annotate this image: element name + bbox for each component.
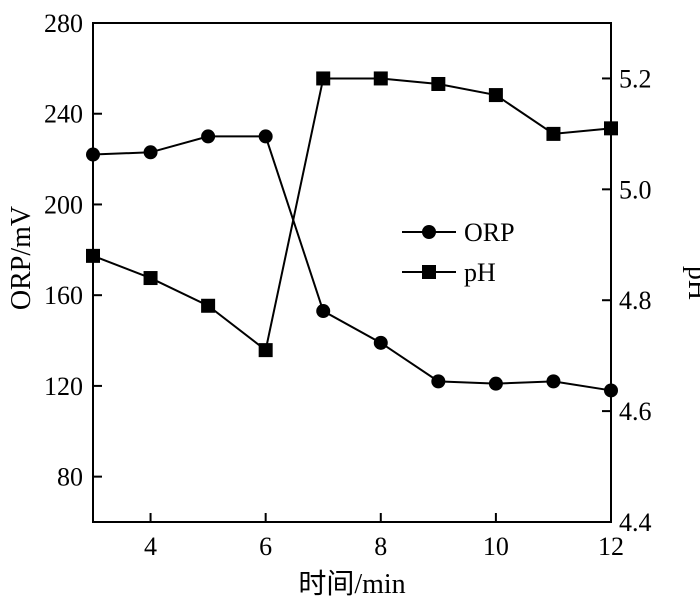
data-point-orp bbox=[488, 376, 503, 391]
legend: ORP pH bbox=[402, 218, 515, 287]
right-y-axis: 4.4 4.6 4.8 5.0 5.2 bbox=[602, 64, 652, 537]
data-point-orp bbox=[316, 304, 331, 319]
data-point-ph bbox=[86, 248, 100, 263]
left-y-tick-label: 240 bbox=[44, 100, 83, 129]
left-y-tick-label: 80 bbox=[57, 463, 83, 492]
left-y-tick-label: 120 bbox=[44, 372, 83, 401]
x-tick-label: 8 bbox=[374, 532, 387, 561]
right-y-tick-label: 4.4 bbox=[619, 508, 652, 537]
data-point-orp bbox=[201, 129, 216, 144]
left-y-tick-label: 280 bbox=[44, 9, 83, 38]
right-y-tick-label: 4.8 bbox=[619, 286, 652, 315]
right-y-tick-label: 5.0 bbox=[619, 175, 652, 204]
legend-marker-orp bbox=[422, 225, 436, 239]
data-point-orp bbox=[431, 374, 446, 389]
series-line-ph bbox=[92, 77, 612, 352]
data-point-orp bbox=[604, 383, 618, 398]
right-y-axis-title: pH bbox=[682, 266, 700, 300]
right-y-tick-label: 4.6 bbox=[619, 397, 652, 426]
data-point-ph bbox=[431, 76, 446, 91]
x-tick-label: 10 bbox=[483, 532, 509, 561]
left-y-tick-label: 160 bbox=[44, 281, 83, 310]
right-y-tick-label: 5.2 bbox=[619, 64, 652, 93]
x-tick-label: 6 bbox=[259, 532, 272, 561]
left-y-tick-label: 200 bbox=[44, 190, 83, 219]
data-point-orp bbox=[86, 147, 100, 162]
data-point-ph bbox=[316, 71, 331, 86]
legend-label-orp: ORP bbox=[464, 218, 515, 247]
plot-area-frame bbox=[92, 22, 612, 523]
data-point-orp bbox=[546, 374, 561, 389]
data-point-orp bbox=[373, 335, 388, 350]
series-layer bbox=[86, 71, 618, 398]
data-point-ph bbox=[201, 298, 216, 313]
left-y-axis: 80 120 160 200 240 280 bbox=[44, 9, 102, 492]
x-tick-label: 4 bbox=[144, 532, 157, 561]
data-point-ph bbox=[488, 88, 503, 103]
data-point-orp bbox=[143, 145, 158, 160]
x-axis-title: 时间/min bbox=[298, 568, 405, 600]
data-point-ph bbox=[546, 126, 561, 141]
x-axis: 4 6 8 10 12 bbox=[144, 513, 624, 561]
data-point-ph bbox=[373, 71, 388, 86]
data-point-ph bbox=[143, 271, 158, 286]
data-point-ph bbox=[258, 343, 273, 358]
legend-marker-ph bbox=[422, 265, 436, 279]
series-line-orp bbox=[92, 135, 612, 392]
data-point-orp bbox=[258, 129, 273, 144]
left-y-axis-title: ORP/mV bbox=[6, 206, 37, 310]
data-point-ph bbox=[604, 121, 618, 136]
legend-label-ph: pH bbox=[464, 258, 496, 287]
x-tick-label: 12 bbox=[598, 532, 624, 561]
